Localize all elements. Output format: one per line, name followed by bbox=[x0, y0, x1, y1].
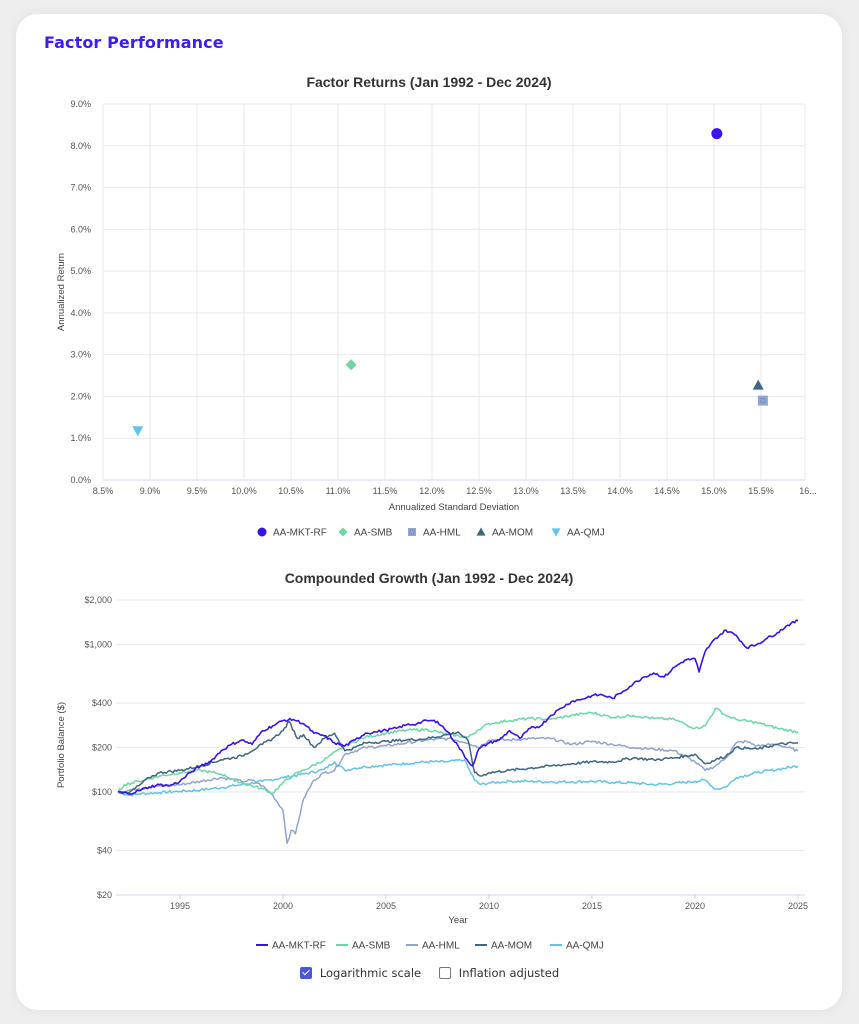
scatter-y-tick-label: 9.0% bbox=[70, 99, 91, 109]
log-scale-option[interactable]: Logarithmic scale bbox=[299, 966, 422, 980]
scatter-y-tick-label: 6.0% bbox=[70, 224, 91, 234]
line-y-tick-label: $1,000 bbox=[84, 639, 112, 649]
line-y-tick-label: $100 bbox=[92, 787, 112, 797]
chart-options: Logarithmic scale Inflation adjusted bbox=[0, 966, 859, 982]
scatter-x-tick-label: 12.5% bbox=[466, 486, 492, 496]
line-y-tick-label: $20 bbox=[97, 890, 112, 900]
line-y-tick-label: $40 bbox=[97, 846, 112, 856]
scatter-x-tick-label: 16... bbox=[799, 486, 817, 496]
legend-square-icon bbox=[408, 528, 416, 536]
square-marker bbox=[757, 395, 768, 406]
compounded-growth-line-chart: Compounded Growth (Jan 1992 - Dec 2024) … bbox=[56, 570, 808, 952]
factor-returns-scatter-chart: Factor Returns (Jan 1992 - Dec 2024) 0.0… bbox=[56, 74, 817, 539]
factor-performance-card bbox=[16, 14, 842, 1010]
scatter-x-tick-label: 11.0% bbox=[326, 486, 351, 496]
series-line-aa-smb bbox=[117, 707, 799, 795]
line-legend-item[interactable]: AA-QMJ bbox=[550, 941, 604, 952]
page-title: Factor Performance bbox=[44, 33, 224, 52]
scatter-x-tick-label: 8.5% bbox=[93, 486, 114, 496]
scatter-y-tick-label: 0.0% bbox=[70, 475, 91, 485]
line-chart-title: Compounded Growth (Jan 1992 - Dec 2024) bbox=[285, 570, 574, 586]
line-legend-item[interactable]: AA-HML bbox=[406, 941, 460, 952]
line-legend-label: AA-HML bbox=[422, 941, 460, 952]
scatter-x-tick-label: 14.5% bbox=[654, 486, 680, 496]
scatter-y-tick-label: 5.0% bbox=[70, 266, 91, 276]
line-y-tick-label: $2,000 bbox=[84, 595, 112, 605]
log-scale-checkbox[interactable] bbox=[299, 967, 312, 979]
scatter-x-tick-label: 9.0% bbox=[140, 486, 161, 496]
line-legend-item[interactable]: AA-MKT-RF bbox=[256, 941, 326, 952]
scatter-point-aa-mkt-rf bbox=[711, 128, 723, 140]
scatter-legend-item[interactable]: AA-MKT-RF bbox=[257, 527, 327, 539]
scatter-x-axis-label: Annualized Standard Deviation bbox=[389, 502, 519, 513]
scatter-y-tick-label: 2.0% bbox=[70, 391, 91, 401]
scatter-legend-label: AA-HML bbox=[423, 528, 461, 539]
line-x-tick-label: 2025 bbox=[788, 901, 808, 911]
scatter-legend-item[interactable]: AA-MOM bbox=[476, 527, 534, 539]
scatter-x-tick-label: 12.0% bbox=[419, 486, 445, 496]
line-x-tick-label: 1995 bbox=[170, 901, 190, 911]
scatter-y-tick-label: 7.0% bbox=[70, 183, 91, 193]
scatter-legend-item[interactable]: AA-HML bbox=[408, 528, 461, 539]
line-x-tick-label: 2020 bbox=[685, 901, 705, 911]
legend-triangle-down-icon bbox=[551, 528, 561, 537]
scatter-point-aa-qmj bbox=[132, 426, 144, 437]
line-legend-item[interactable]: AA-MOM bbox=[475, 941, 532, 952]
scatter-legend-label: AA-QMJ bbox=[567, 528, 605, 539]
scatter-legend-label: AA-MOM bbox=[492, 528, 533, 539]
scatter-y-tick-label: 8.0% bbox=[70, 141, 91, 151]
scatter-x-tick-label: 15.5% bbox=[748, 486, 774, 496]
line-x-tick-label: 2015 bbox=[582, 901, 602, 911]
inflation-adjusted-option[interactable]: Inflation adjusted bbox=[438, 966, 560, 980]
line-x-tick-label: 2005 bbox=[376, 901, 396, 911]
scatter-point-aa-smb bbox=[345, 359, 357, 371]
series-line-aa-mkt-rf bbox=[118, 619, 799, 795]
line-legend-label: AA-SMB bbox=[352, 941, 391, 952]
scatter-legend-item[interactable]: AA-QMJ bbox=[551, 528, 605, 539]
line-x-tick-label: 2010 bbox=[479, 901, 499, 911]
line-x-axis-label: Year bbox=[448, 915, 467, 926]
scatter-y-axis-label: Annualized Return bbox=[56, 253, 67, 331]
scatter-x-tick-label: 15.0% bbox=[701, 486, 727, 496]
legend-diamond-icon bbox=[338, 527, 348, 537]
line-legend-label: AA-QMJ bbox=[566, 941, 604, 952]
scatter-chart-title: Factor Returns (Jan 1992 - Dec 2024) bbox=[306, 74, 551, 90]
square-marker-pattern bbox=[760, 398, 766, 404]
scatter-legend-item[interactable]: AA-SMB bbox=[338, 527, 393, 539]
legend-triangle-up-icon bbox=[476, 527, 486, 536]
inflation-adjusted-checkbox[interactable] bbox=[438, 967, 451, 979]
legend-circle-icon bbox=[257, 527, 267, 537]
square-marker-pattern bbox=[409, 529, 415, 535]
scatter-y-tick-label: 3.0% bbox=[70, 350, 91, 360]
square-marker bbox=[408, 528, 416, 536]
scatter-y-tick-label: 4.0% bbox=[70, 308, 91, 318]
scatter-point-aa-hml bbox=[757, 395, 768, 406]
scatter-x-tick-label: 14.0% bbox=[607, 486, 633, 496]
line-legend-item[interactable]: AA-SMB bbox=[336, 941, 391, 952]
scatter-x-tick-label: 10.5% bbox=[278, 486, 304, 496]
line-x-tick-label: 2000 bbox=[273, 901, 293, 911]
scatter-x-tick-label: 11.5% bbox=[373, 486, 398, 496]
series-line-aa-mom bbox=[117, 720, 798, 795]
line-legend-label: AA-MKT-RF bbox=[272, 941, 326, 952]
scatter-y-tick-label: 1.0% bbox=[70, 433, 91, 443]
inflation-adjusted-label: Inflation adjusted bbox=[458, 966, 560, 980]
line-y-tick-label: $200 bbox=[92, 743, 112, 753]
scatter-x-tick-label: 13.5% bbox=[560, 486, 586, 496]
line-y-tick-label: $400 bbox=[92, 698, 112, 708]
scatter-legend-label: AA-MKT-RF bbox=[273, 528, 327, 539]
scatter-point-aa-mom bbox=[752, 379, 764, 390]
scatter-x-tick-label: 10.0% bbox=[231, 486, 257, 496]
series-line-aa-qmj bbox=[117, 758, 799, 797]
scatter-x-tick-label: 9.5% bbox=[187, 486, 208, 496]
scatter-x-tick-label: 13.0% bbox=[513, 486, 539, 496]
scatter-legend-label: AA-SMB bbox=[354, 528, 393, 539]
log-scale-label: Logarithmic scale bbox=[319, 966, 422, 980]
line-y-axis-label: Portfolio Balance ($) bbox=[56, 702, 67, 788]
line-legend-label: AA-MOM bbox=[491, 941, 532, 952]
